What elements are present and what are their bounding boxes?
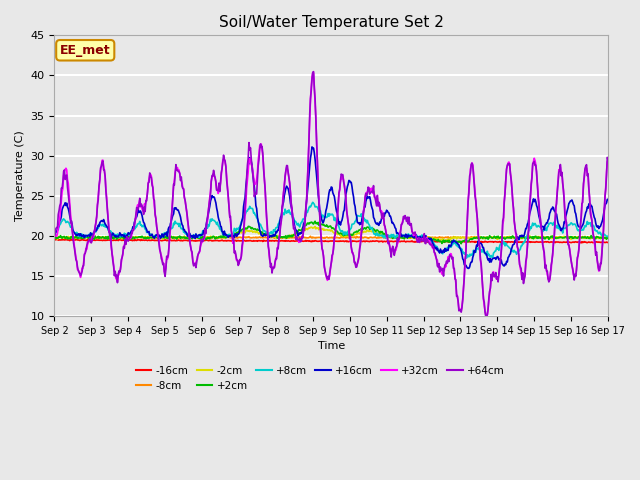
-8cm (432, 234, 440, 240)
+32cm (378, 208, 385, 214)
+8cm (172, 220, 180, 226)
Line: +2cm: +2cm (54, 221, 608, 244)
+16cm (51, 233, 58, 239)
-8cm (196, 235, 204, 240)
+64cm (310, 69, 317, 74)
+32cm (604, 158, 612, 164)
-16cm (554, 239, 562, 245)
+16cm (604, 196, 612, 202)
+8cm (604, 233, 612, 239)
+8cm (463, 255, 470, 261)
Title: Soil/Water Temperature Set 2: Soil/Water Temperature Set 2 (219, 15, 444, 30)
+8cm (432, 245, 440, 251)
-16cm (196, 238, 204, 244)
Line: +64cm: +64cm (54, 72, 608, 318)
-16cm (51, 237, 58, 242)
+32cm (555, 167, 563, 173)
+64cm (378, 210, 385, 216)
Text: EE_met: EE_met (60, 44, 111, 57)
Legend: -16cm, -8cm, -2cm, +2cm, +8cm, +16cm, +32cm, +64cm: -16cm, -8cm, -2cm, +2cm, +8cm, +16cm, +3… (132, 361, 509, 395)
+8cm (309, 200, 317, 205)
-16cm (173, 238, 180, 243)
+2cm (172, 235, 180, 240)
+8cm (51, 229, 58, 235)
-16cm (378, 239, 385, 244)
Line: -8cm: -8cm (54, 236, 608, 239)
+16cm (172, 205, 180, 211)
-2cm (443, 238, 451, 244)
+16cm (464, 265, 472, 271)
-8cm (324, 234, 332, 240)
+32cm (51, 234, 58, 240)
+64cm (483, 315, 490, 321)
-16cm (604, 240, 612, 245)
+64cm (604, 156, 612, 162)
+32cm (196, 249, 204, 255)
+2cm (196, 234, 204, 240)
-8cm (554, 235, 562, 241)
+2cm (51, 234, 58, 240)
+2cm (324, 223, 332, 229)
Line: -16cm: -16cm (54, 240, 608, 243)
-8cm (378, 235, 385, 240)
+16cm (555, 222, 563, 228)
-2cm (432, 236, 440, 241)
-8cm (172, 235, 180, 241)
+2cm (311, 218, 319, 224)
+32cm (172, 165, 180, 171)
-16cm (53, 237, 61, 242)
+32cm (309, 70, 317, 75)
Line: +32cm: +32cm (54, 72, 608, 318)
-2cm (555, 234, 563, 240)
+16cm (324, 201, 332, 206)
+8cm (196, 233, 204, 239)
+64cm (555, 170, 563, 176)
+2cm (604, 235, 612, 241)
-2cm (378, 232, 385, 238)
+8cm (324, 214, 332, 219)
Line: +8cm: +8cm (54, 203, 608, 258)
+64cm (324, 276, 332, 282)
-2cm (196, 235, 204, 240)
+64cm (51, 233, 58, 239)
-16cm (324, 239, 332, 244)
-2cm (172, 234, 180, 240)
+2cm (378, 230, 385, 236)
+32cm (324, 277, 332, 283)
+2cm (555, 235, 563, 240)
+32cm (483, 315, 490, 321)
-2cm (604, 235, 612, 241)
+16cm (308, 144, 316, 150)
+16cm (432, 244, 440, 250)
-8cm (307, 233, 314, 239)
+2cm (432, 237, 440, 243)
+8cm (378, 232, 385, 238)
-2cm (311, 224, 319, 229)
+64cm (172, 162, 180, 168)
Line: +16cm: +16cm (54, 147, 608, 268)
-2cm (51, 234, 58, 240)
+8cm (555, 224, 563, 229)
-16cm (577, 240, 585, 246)
+32cm (432, 254, 440, 260)
+16cm (196, 232, 204, 238)
Y-axis label: Temperature (C): Temperature (C) (15, 131, 25, 221)
+64cm (196, 248, 204, 253)
+64cm (432, 253, 440, 259)
-16cm (432, 239, 440, 245)
-8cm (586, 236, 594, 241)
-8cm (604, 235, 612, 241)
-8cm (51, 235, 58, 240)
Line: -2cm: -2cm (54, 227, 608, 241)
X-axis label: Time: Time (317, 341, 345, 351)
+16cm (378, 217, 385, 223)
-2cm (324, 227, 332, 233)
+2cm (458, 241, 465, 247)
